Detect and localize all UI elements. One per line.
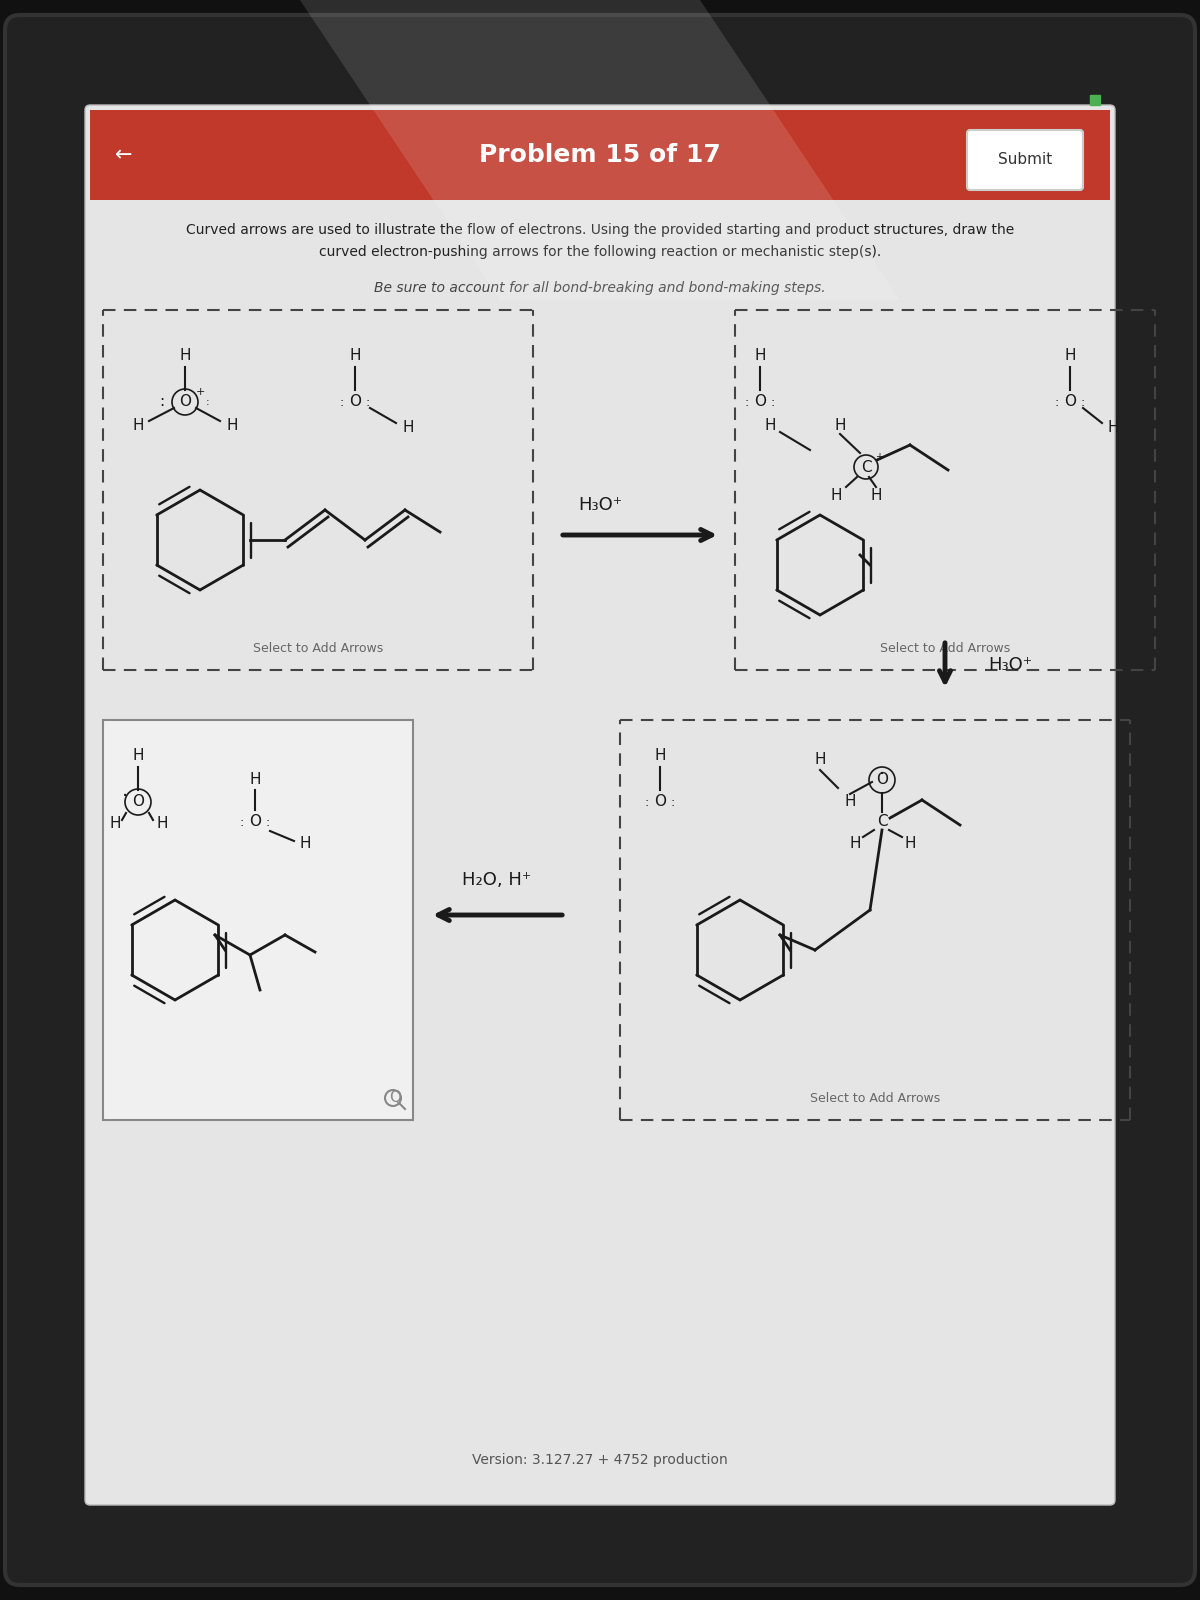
Text: Problem 15 of 17: Problem 15 of 17 xyxy=(479,142,721,166)
Text: :: : xyxy=(1081,395,1085,408)
Text: H: H xyxy=(299,837,311,851)
Text: Curved arrows are used to illustrate the flow of electrons. Using the provided s: Curved arrows are used to illustrate the… xyxy=(186,222,1014,237)
Text: H: H xyxy=(654,747,666,763)
Text: ·: · xyxy=(878,765,886,784)
Text: O: O xyxy=(132,795,144,810)
Text: H₃O⁺: H₃O⁺ xyxy=(578,496,622,514)
Text: H₂O, H⁺: H₂O, H⁺ xyxy=(462,870,532,890)
Text: Be sure to account for all bond-breaking and bond-making steps.: Be sure to account for all bond-breaking… xyxy=(374,282,826,294)
Text: ←: ← xyxy=(115,146,132,165)
Text: H: H xyxy=(109,816,121,832)
FancyBboxPatch shape xyxy=(103,720,413,1120)
Text: +: + xyxy=(875,451,883,462)
Text: O: O xyxy=(754,395,766,410)
Text: O: O xyxy=(250,814,262,829)
Text: O: O xyxy=(349,395,361,410)
Polygon shape xyxy=(300,0,900,301)
Text: :: : xyxy=(1055,395,1060,408)
Text: H: H xyxy=(179,347,191,363)
FancyBboxPatch shape xyxy=(967,130,1084,190)
Text: O: O xyxy=(179,395,191,410)
Text: H: H xyxy=(132,747,144,763)
Text: H: H xyxy=(905,835,916,851)
Text: :: : xyxy=(206,397,210,406)
Text: H: H xyxy=(830,488,841,502)
Text: Select to Add Arrows: Select to Add Arrows xyxy=(880,642,1010,654)
Text: :: : xyxy=(240,816,244,829)
Text: H: H xyxy=(349,347,361,363)
Text: :: : xyxy=(266,816,270,829)
Text: H: H xyxy=(815,752,826,768)
Text: +: + xyxy=(196,387,205,397)
Text: H₃O⁺: H₃O⁺ xyxy=(988,656,1032,674)
Text: :: : xyxy=(745,395,749,408)
Text: H: H xyxy=(845,795,856,810)
FancyBboxPatch shape xyxy=(5,14,1195,1586)
FancyBboxPatch shape xyxy=(85,106,1115,1506)
Text: curved electron-pushing arrows for the following reaction or mechanistic step(s): curved electron-pushing arrows for the f… xyxy=(319,245,881,259)
Text: H: H xyxy=(227,418,238,432)
Text: H: H xyxy=(870,488,882,502)
Text: :: : xyxy=(644,795,649,808)
Text: H: H xyxy=(834,418,846,432)
Text: :: : xyxy=(340,395,344,408)
Text: H: H xyxy=(250,773,260,787)
Text: Select to Add Arrows: Select to Add Arrows xyxy=(253,642,383,654)
Text: C: C xyxy=(860,459,871,475)
Text: H: H xyxy=(402,419,414,435)
Text: H: H xyxy=(156,816,168,832)
Text: C: C xyxy=(877,814,887,829)
FancyBboxPatch shape xyxy=(90,110,1110,200)
Text: O: O xyxy=(654,795,666,810)
Text: :: : xyxy=(671,795,676,808)
Text: :: : xyxy=(770,395,775,408)
Text: O: O xyxy=(876,773,888,787)
Text: :: : xyxy=(160,395,164,410)
Text: O: O xyxy=(1064,395,1076,410)
Text: H: H xyxy=(764,418,775,432)
Text: Select to Add Arrows: Select to Add Arrows xyxy=(810,1091,940,1104)
Text: Submit: Submit xyxy=(998,152,1052,166)
Text: H: H xyxy=(755,347,766,363)
Text: Version: 3.127.27 + 4752 production: Version: 3.127.27 + 4752 production xyxy=(472,1453,728,1467)
Text: H: H xyxy=(1064,347,1075,363)
Text: H: H xyxy=(850,835,860,851)
Text: H: H xyxy=(132,418,144,432)
Text: H: H xyxy=(1108,419,1118,435)
Text: ·: · xyxy=(122,787,128,806)
Text: :: : xyxy=(366,395,370,408)
Text: Q: Q xyxy=(389,1091,401,1106)
